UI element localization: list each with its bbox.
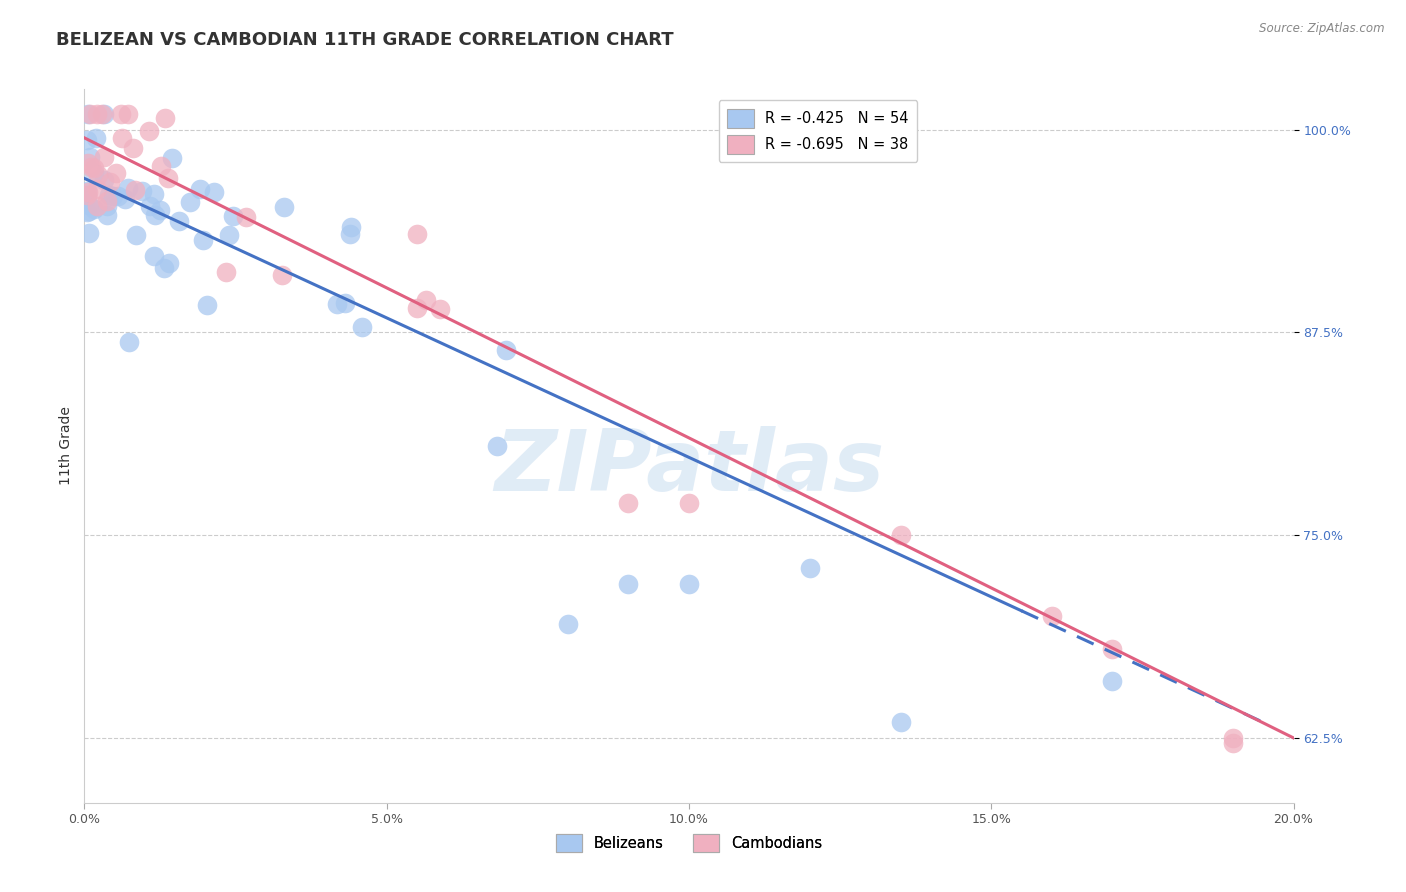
Point bbox=[188, 182, 211, 196]
Point bbox=[80, 161, 103, 175]
Point bbox=[617, 577, 640, 591]
Point bbox=[124, 183, 146, 197]
Point bbox=[117, 334, 139, 349]
Point bbox=[215, 265, 238, 279]
Point bbox=[557, 617, 579, 632]
Point bbox=[138, 124, 160, 138]
Point bbox=[79, 106, 101, 120]
Point bbox=[76, 188, 98, 202]
Point bbox=[222, 209, 245, 223]
Point bbox=[79, 198, 101, 212]
Point bbox=[117, 106, 139, 120]
Point bbox=[93, 106, 115, 120]
Point bbox=[98, 175, 121, 189]
Point bbox=[193, 233, 215, 247]
Text: Source: ZipAtlas.com: Source: ZipAtlas.com bbox=[1260, 22, 1385, 36]
Point bbox=[117, 181, 139, 195]
Point bbox=[143, 187, 166, 202]
Point bbox=[76, 205, 98, 219]
Point bbox=[678, 496, 700, 510]
Point bbox=[179, 194, 201, 209]
Point bbox=[149, 203, 172, 218]
Point bbox=[97, 187, 120, 202]
Point bbox=[83, 166, 105, 180]
Point bbox=[406, 301, 429, 315]
Point bbox=[799, 560, 821, 574]
Point bbox=[150, 159, 173, 173]
Point bbox=[1101, 641, 1123, 656]
Point bbox=[339, 227, 361, 241]
Point bbox=[84, 131, 107, 145]
Point bbox=[202, 185, 225, 199]
Point bbox=[114, 192, 136, 206]
Point bbox=[104, 166, 127, 180]
Point bbox=[138, 199, 160, 213]
Point bbox=[890, 714, 912, 729]
Point bbox=[83, 161, 105, 175]
Point bbox=[93, 173, 115, 187]
Point bbox=[157, 256, 180, 270]
Point bbox=[153, 112, 176, 126]
Point bbox=[124, 227, 146, 242]
Point bbox=[79, 149, 101, 163]
Text: BELIZEAN VS CAMBODIAN 11TH GRADE CORRELATION CHART: BELIZEAN VS CAMBODIAN 11TH GRADE CORRELA… bbox=[56, 31, 673, 49]
Point bbox=[77, 226, 100, 240]
Point bbox=[617, 496, 640, 510]
Point bbox=[86, 169, 108, 183]
Point bbox=[96, 194, 118, 208]
Point bbox=[333, 296, 356, 310]
Point bbox=[77, 204, 100, 219]
Point bbox=[90, 106, 112, 120]
Point bbox=[107, 189, 129, 203]
Point bbox=[273, 200, 295, 214]
Point bbox=[1101, 674, 1123, 689]
Point bbox=[350, 320, 373, 334]
Point bbox=[415, 293, 437, 308]
Point bbox=[270, 268, 292, 283]
Point bbox=[76, 188, 98, 202]
Point bbox=[197, 297, 219, 311]
Point bbox=[76, 185, 98, 199]
Point bbox=[160, 151, 183, 165]
Y-axis label: 11th Grade: 11th Grade bbox=[59, 407, 73, 485]
Point bbox=[495, 343, 517, 357]
Point bbox=[157, 170, 180, 185]
Point bbox=[890, 528, 912, 542]
Point bbox=[76, 133, 98, 147]
Point bbox=[122, 141, 145, 155]
Point bbox=[1040, 609, 1063, 624]
Point bbox=[429, 302, 451, 317]
Legend: Belizeans, Cambodians: Belizeans, Cambodians bbox=[548, 826, 830, 860]
Point bbox=[96, 199, 118, 213]
Point bbox=[218, 228, 240, 243]
Text: ZIPatlas: ZIPatlas bbox=[494, 425, 884, 509]
Point bbox=[235, 210, 257, 224]
Point bbox=[93, 151, 115, 165]
Point bbox=[111, 131, 134, 145]
Point bbox=[169, 213, 191, 227]
Point bbox=[110, 106, 132, 120]
Point bbox=[486, 439, 509, 453]
Point bbox=[77, 106, 100, 120]
Point bbox=[405, 227, 427, 242]
Point bbox=[96, 208, 118, 222]
Point bbox=[86, 182, 108, 196]
Point bbox=[143, 208, 166, 222]
Point bbox=[101, 189, 124, 203]
Point bbox=[77, 156, 100, 170]
Point bbox=[86, 199, 108, 213]
Point bbox=[1222, 731, 1244, 745]
Point bbox=[86, 106, 108, 120]
Point bbox=[131, 184, 153, 198]
Point bbox=[143, 249, 166, 263]
Point bbox=[76, 184, 98, 198]
Point bbox=[152, 260, 174, 275]
Point bbox=[326, 297, 349, 311]
Point bbox=[678, 577, 700, 591]
Point bbox=[1222, 736, 1244, 750]
Point bbox=[340, 220, 363, 235]
Point bbox=[83, 202, 105, 216]
